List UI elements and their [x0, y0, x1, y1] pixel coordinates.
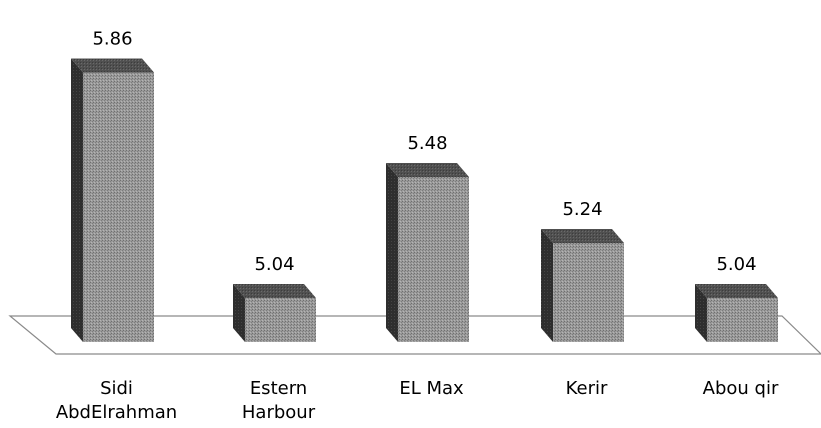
data-label: 5.24 [562, 199, 602, 220]
bar-top-face [386, 163, 469, 177]
bar-front-face [83, 72, 154, 342]
bar-front-face [707, 298, 778, 342]
category-label-line: Harbour [242, 402, 316, 423]
category-label: Estern Harbour [242, 378, 316, 423]
category-labels-group: Sidi AbdElrahman Estern Harbour EL Max Kerir A… [56, 378, 779, 423]
data-label: 5.04 [716, 254, 756, 275]
category-label-line: EL Max [399, 378, 464, 399]
data-label: 5.48 [407, 133, 447, 154]
category-label-line: Estern [250, 378, 307, 399]
bar-side-face [71, 58, 83, 342]
bar-front-face [245, 298, 316, 342]
category-label-line: Sidi [100, 378, 133, 399]
bar-front-face [398, 177, 469, 342]
data-label: 5.04 [254, 254, 294, 275]
bar [233, 284, 316, 342]
bar [695, 284, 778, 342]
category-label-line: Abou qir [703, 378, 779, 399]
bar-top-face [541, 229, 624, 243]
bar-side-face [386, 163, 398, 342]
category-label-line: Kerir [566, 378, 608, 399]
bar [386, 163, 469, 342]
value-labels-group: 5.86 5.04 5.48 5.24 5.04 [92, 29, 756, 276]
category-label: EL Max [399, 378, 464, 399]
category-label: Sidi AbdElrahman [56, 378, 177, 423]
bar-top-face [71, 58, 154, 73]
bar-top-face [695, 284, 778, 298]
bar-side-face [233, 284, 245, 342]
bars-group [71, 58, 778, 342]
bar-side-face [695, 284, 707, 342]
data-label: 5.86 [92, 29, 132, 50]
category-label-line: AbdElrahman [56, 402, 177, 423]
category-label: Kerir [566, 378, 608, 399]
category-label: Abou qir [703, 378, 779, 399]
bar [71, 58, 154, 342]
bar-front-face [553, 243, 624, 342]
bar-top-face [233, 284, 316, 298]
bar-side-face [541, 229, 553, 342]
bar [541, 229, 624, 342]
